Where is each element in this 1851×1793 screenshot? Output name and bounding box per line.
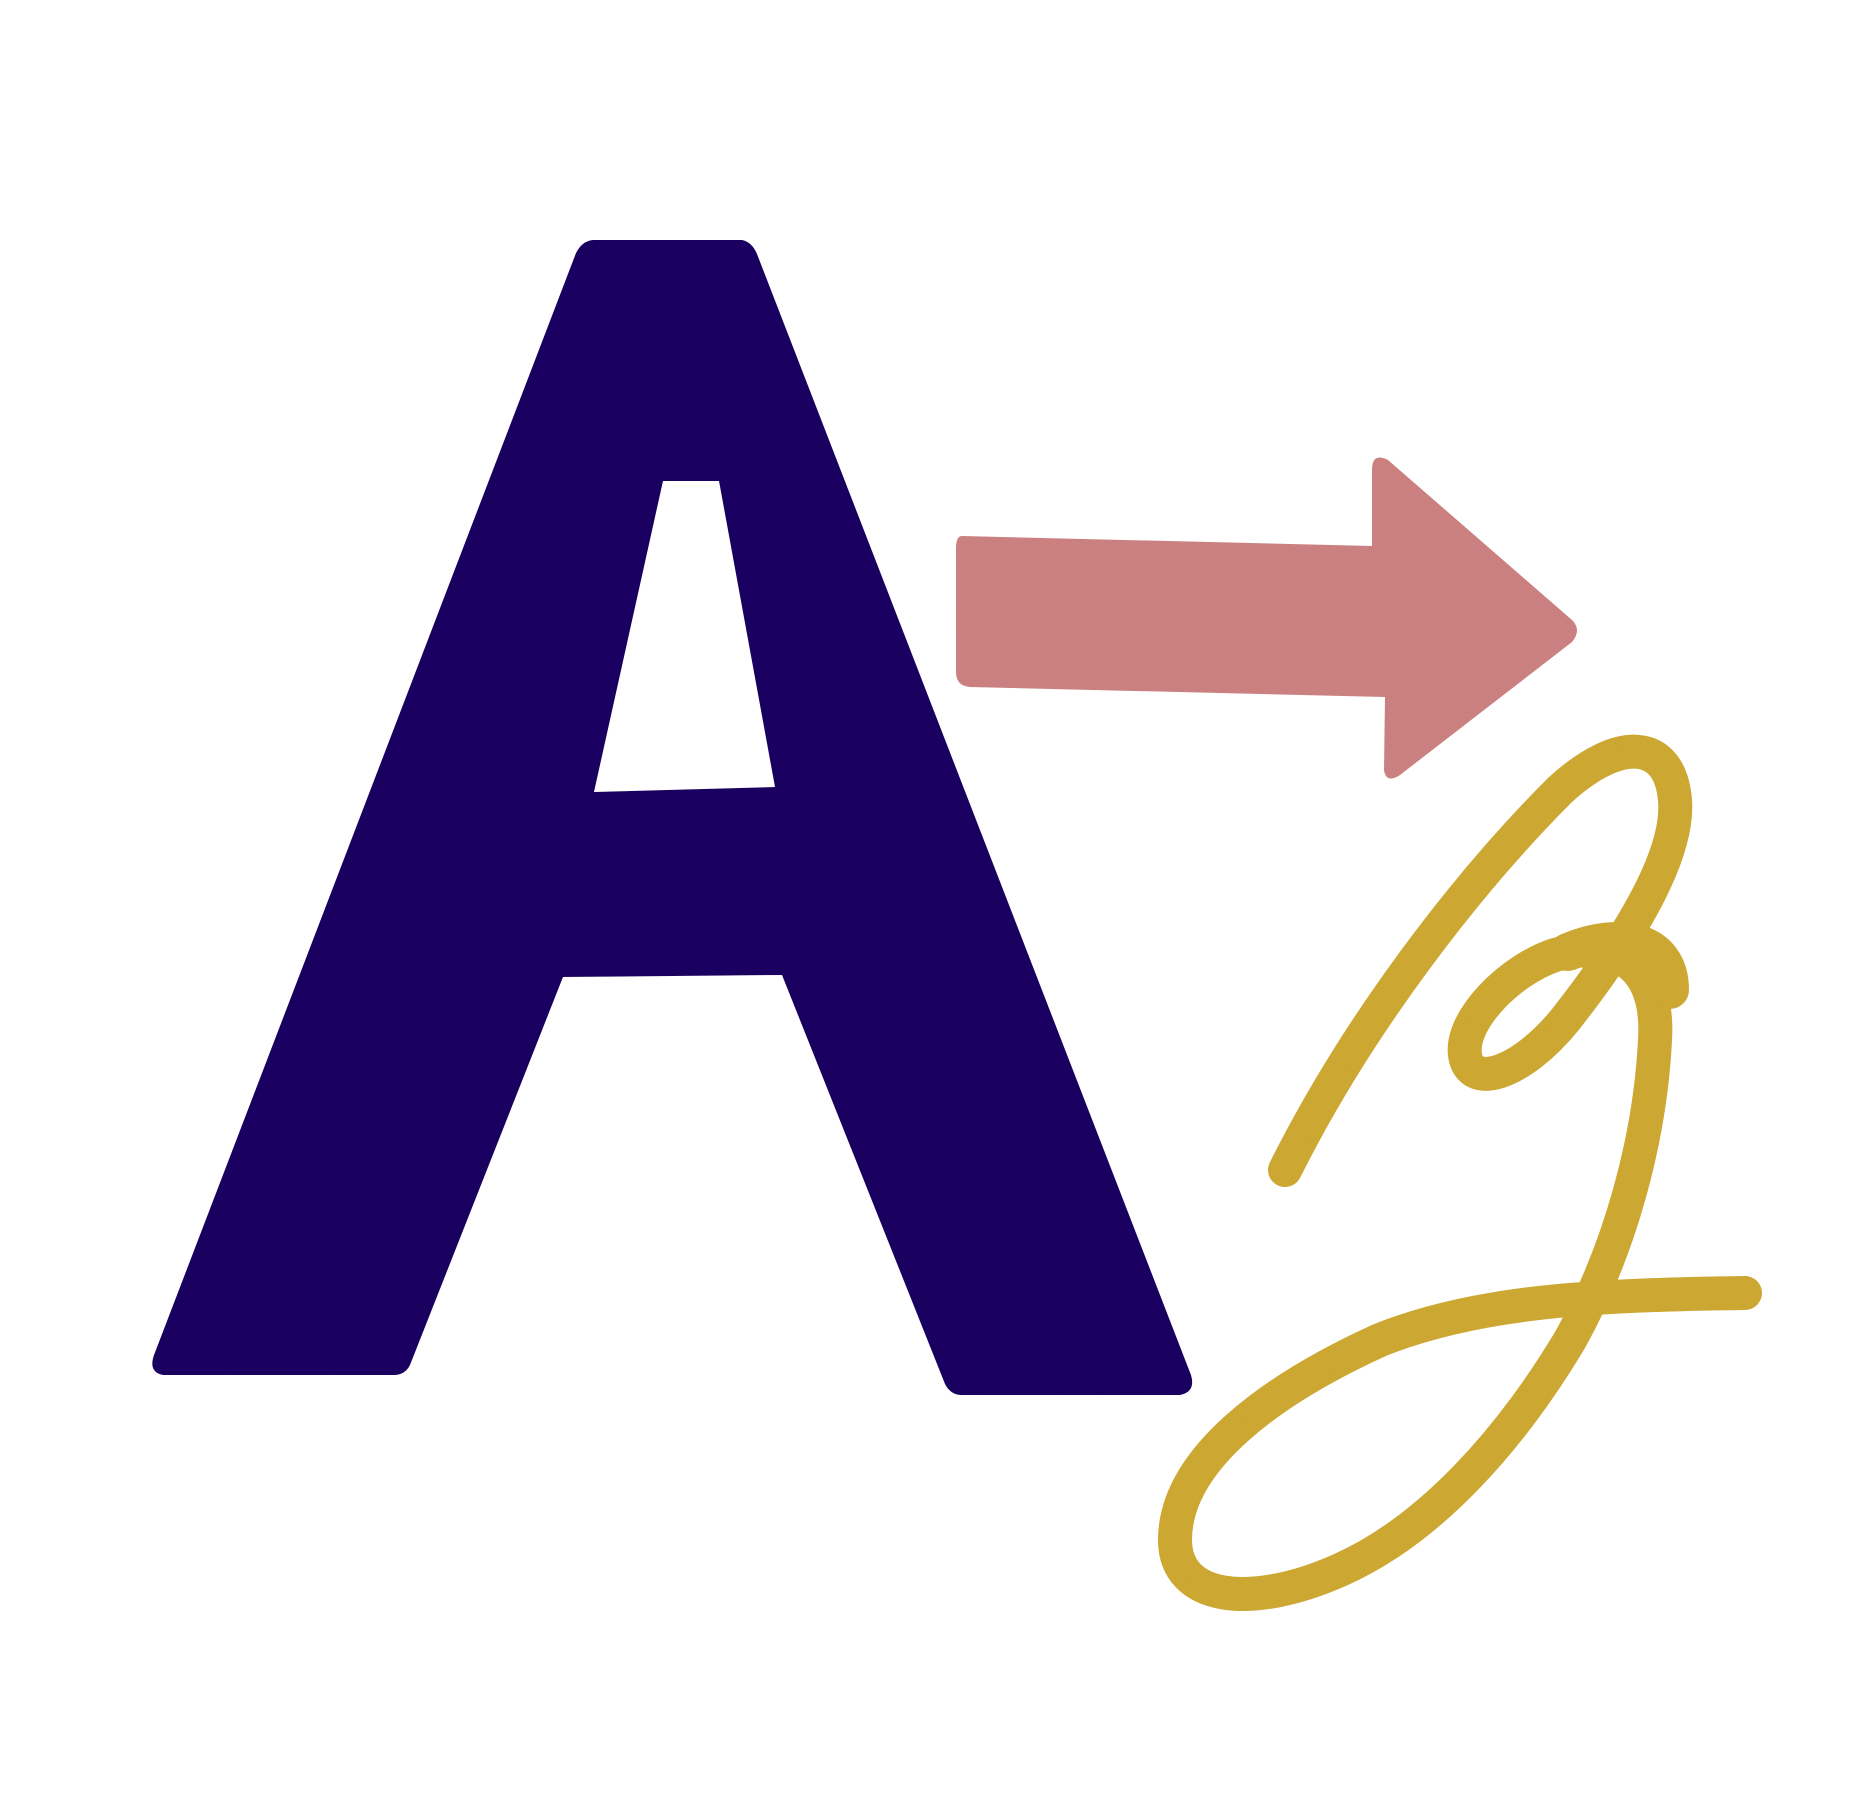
right-arrow-icon (956, 457, 1577, 779)
block-letter-a-icon (152, 240, 1193, 1395)
script-letter-g-icon (1158, 734, 1762, 1611)
